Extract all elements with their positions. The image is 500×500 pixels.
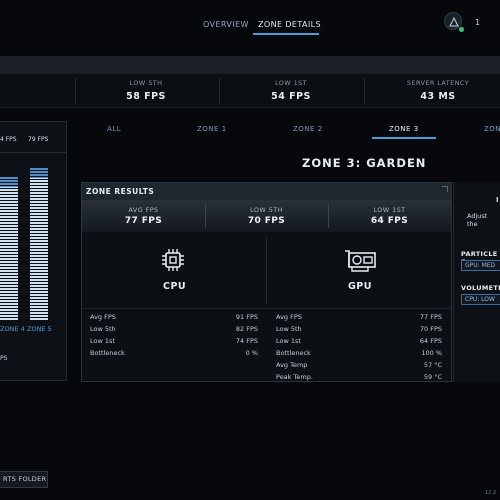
zone-fps-bar xyxy=(30,168,48,321)
tab-zone-details[interactable]: ZONE DETAILS xyxy=(258,20,322,29)
zone-stat-low-5th: LOW 5TH 70 FPS xyxy=(205,206,328,226)
stat-value: 77 FPS xyxy=(124,216,163,226)
metric-key: Avg FPS xyxy=(90,313,116,321)
divider xyxy=(328,204,329,228)
metric-key: Low 5th xyxy=(90,325,116,333)
zone-5-fps-value: 79 FPS xyxy=(28,136,49,143)
metric-key: Low 1st xyxy=(90,337,115,345)
cpu-label: CPU xyxy=(163,281,187,292)
zone-5-label[interactable]: ZONE 5 xyxy=(27,325,52,333)
stat-low-5th: LOW 5TH 58 FPS xyxy=(91,79,201,102)
zone-tab-all[interactable]: ALL xyxy=(107,125,122,133)
open-reports-folder-button[interactable]: RTS FOLDER xyxy=(0,471,48,488)
stat-label: AVG FPS xyxy=(128,206,159,214)
header-strip xyxy=(0,56,500,74)
metric-value: 59 °C xyxy=(423,373,442,381)
metric-row: Low 1st 64 FPS xyxy=(276,335,442,347)
metric-value: 91 FPS xyxy=(235,313,258,321)
stat-low-1st: LOW 1ST 54 FPS xyxy=(236,79,346,102)
metric-value: 64 FPS xyxy=(419,337,442,345)
zone-tab-1[interactable]: ZONE 1 xyxy=(197,125,227,133)
divider xyxy=(82,308,451,309)
divider xyxy=(0,152,67,153)
panel-subtitle: Adjust the xyxy=(467,212,488,228)
zone-fps-bar-cap xyxy=(30,168,48,178)
metric-row: Low 5th 70 FPS xyxy=(276,323,442,335)
divider xyxy=(75,78,76,104)
metric-value: 82 FPS xyxy=(235,325,258,333)
metric-value: 74 FPS xyxy=(235,337,258,345)
zone-results-stats xyxy=(82,200,451,232)
volumetric-label: VOLUMETR xyxy=(461,284,500,292)
zone-tab-3[interactable]: ZONE 3 xyxy=(389,125,419,133)
zone-tab-5[interactable]: ZON xyxy=(484,125,500,133)
volumetric-select[interactable]: CPU: LOW xyxy=(461,294,500,305)
metric-key: Peak Temp. xyxy=(276,373,313,381)
fps-unit-label: PS xyxy=(0,355,8,362)
zone-results-title: ZONE RESULTS xyxy=(86,187,155,196)
zone-fps-bar-cap xyxy=(0,177,18,187)
graphics-settings-panel xyxy=(453,182,500,382)
stat-server-latency: SERVER LATENCY 43 MS xyxy=(383,79,493,102)
stat-value: 58 FPS xyxy=(126,91,166,102)
divider xyxy=(364,78,365,104)
metric-row: Low 5th 82 FPS xyxy=(90,323,258,335)
metric-key: Low 1st xyxy=(276,337,301,345)
stat-label: LOW 5TH xyxy=(250,206,283,214)
online-status-dot xyxy=(459,27,464,32)
metric-key: Bottleneck xyxy=(90,349,125,357)
metric-row: Avg FPS 91 FPS xyxy=(90,311,258,323)
zone-title: ZONE 3: GARDEN xyxy=(302,156,427,170)
stat-label: LOW 5TH xyxy=(129,79,163,87)
metric-row: Low 1st 74 FPS xyxy=(90,335,258,347)
metric-row: Avg Temp 57 °C xyxy=(276,359,442,371)
top-nav xyxy=(0,0,500,55)
metric-value: 57 °C xyxy=(423,361,442,369)
stat-label: LOW 1ST xyxy=(373,206,406,214)
gpu-label: GPU xyxy=(348,281,372,292)
metric-key: Bottleneck xyxy=(276,349,311,357)
metric-value: 70 FPS xyxy=(419,325,442,333)
metric-key: Avg FPS xyxy=(276,313,302,321)
zone-stat-avg-fps: AVG FPS 77 FPS xyxy=(82,206,205,226)
panel-heading: I xyxy=(496,196,499,204)
tab-overview[interactable]: OVERVIEW xyxy=(203,20,249,29)
metric-row: Bottleneck 100 % xyxy=(276,347,442,359)
divider xyxy=(219,78,220,104)
warning-triangle-icon xyxy=(449,17,459,27)
alert-button[interactable] xyxy=(444,12,462,30)
zone-fps-bar xyxy=(0,177,18,321)
zone-results-header xyxy=(82,183,451,200)
metric-row: Avg FPS 77 FPS xyxy=(276,311,442,323)
zone-4-fps-value: 4 FPS xyxy=(0,136,17,143)
stat-label: SERVER LATENCY xyxy=(406,79,470,87)
metric-value: 100 % xyxy=(421,349,442,357)
notification-count: 1 xyxy=(475,18,481,27)
stat-value: 70 FPS xyxy=(247,216,286,226)
metric-key: Low 5th xyxy=(276,325,302,333)
cpu-chip-icon xyxy=(162,249,184,271)
metric-value: 0 % xyxy=(245,349,258,357)
active-tab-indicator xyxy=(253,33,319,35)
stat-label: LOW 1ST xyxy=(274,79,308,87)
particle-select[interactable]: GPU: MED xyxy=(461,260,500,271)
divider xyxy=(266,238,267,304)
metric-key: Avg Temp xyxy=(276,361,308,369)
metric-value: 77 FPS xyxy=(419,313,442,321)
divider xyxy=(205,204,206,228)
summary-stats-bar: LOW 5TH 58 FPS LOW 1ST 54 FPS SERVER LAT… xyxy=(0,74,500,108)
stat-value: 64 FPS xyxy=(370,216,409,226)
metric-row: Bottleneck 0 % xyxy=(90,347,258,359)
zone-stat-low-1st: LOW 1ST 64 FPS xyxy=(328,206,451,226)
zone-4-label[interactable]: ZONE 4 xyxy=(0,325,25,333)
active-zone-indicator xyxy=(372,137,436,139)
stat-value: 43 MS xyxy=(420,91,456,102)
zone-tab-2[interactable]: ZONE 2 xyxy=(293,125,323,133)
metric-row: Peak Temp. 59 °C xyxy=(276,371,442,383)
stat-value: 54 FPS xyxy=(271,91,311,102)
version-label: 12.2 xyxy=(485,490,497,496)
gpu-card-icon xyxy=(345,250,376,272)
expand-corner-icon[interactable] xyxy=(442,186,448,192)
